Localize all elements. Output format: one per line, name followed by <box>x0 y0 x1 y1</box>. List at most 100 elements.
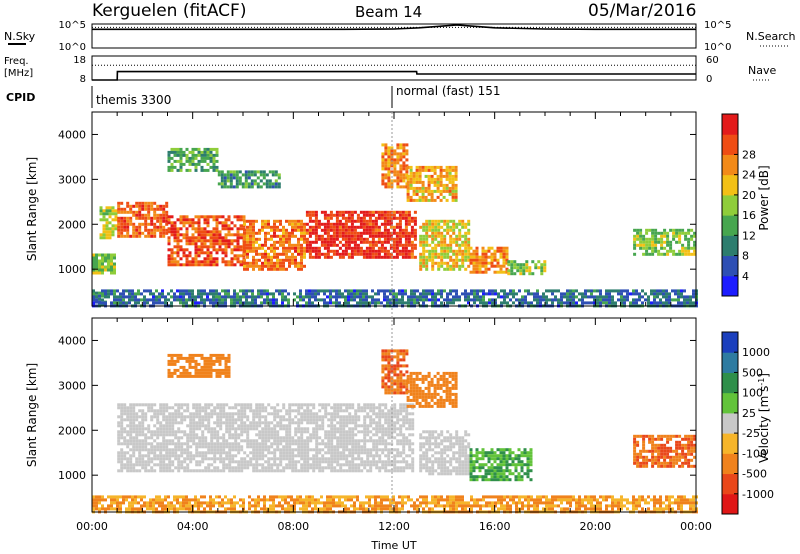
heatmap-cell <box>191 289 194 293</box>
heatmap-cell <box>260 301 263 305</box>
heatmap-cell <box>312 430 316 434</box>
heatmap-cell <box>185 236 189 240</box>
heatmap-cell <box>490 246 494 250</box>
heatmap-cell <box>288 427 292 431</box>
heatmap-cell <box>273 463 277 467</box>
heatmap-cell <box>273 412 277 416</box>
heatmap-cell <box>581 295 584 299</box>
heatmap-cell <box>291 231 294 235</box>
heatmap-cell <box>387 427 391 431</box>
heatmap-cell <box>183 418 187 422</box>
heatmap-cell <box>366 406 370 410</box>
heatmap-cell <box>294 255 297 259</box>
heatmap-cell <box>458 252 462 256</box>
heatmap-cell <box>138 225 142 229</box>
heatmap-cell <box>122 289 125 293</box>
heatmap-cell <box>431 231 435 235</box>
heatmap-cell <box>194 230 198 234</box>
heatmap-cell <box>354 451 358 455</box>
heatmap-cell <box>123 207 127 211</box>
heatmap-cell <box>360 430 364 434</box>
heatmap-cell <box>219 427 223 431</box>
heatmap-cell <box>182 221 186 225</box>
heatmap-cell <box>431 289 434 293</box>
heatmap-cell <box>102 224 106 228</box>
heatmap-cell <box>173 257 177 261</box>
heatmap-cell <box>213 427 217 431</box>
heatmap-cell <box>327 436 331 440</box>
heatmap-cell <box>249 421 253 425</box>
heatmap-cell <box>215 227 219 231</box>
heatmap-cell <box>252 219 255 223</box>
heatmap-cell <box>135 415 139 419</box>
date-title: 05/Mar/2016 <box>588 1 696 21</box>
heatmap-cell <box>185 221 189 225</box>
heatmap-cell <box>279 457 283 461</box>
heatmap-cell <box>165 231 169 235</box>
heatmap-cell <box>467 243 471 247</box>
heatmap-cell <box>203 289 206 293</box>
heatmap-cell <box>452 231 456 235</box>
heatmap-cell <box>255 448 259 452</box>
heatmap-cell <box>105 227 109 231</box>
heatmap-cell <box>216 412 220 416</box>
heatmap-cell <box>396 173 400 177</box>
heatmap-cell <box>210 442 214 446</box>
heatmap-cell <box>288 457 292 461</box>
heatmap-cell <box>252 264 255 268</box>
heatmap-cell <box>188 168 192 172</box>
heatmap-cell <box>485 301 488 305</box>
heatmap-cell <box>402 149 406 153</box>
heatmap-cell <box>473 301 476 305</box>
heatmap-cell <box>336 463 340 467</box>
heatmap-cell <box>347 219 351 223</box>
heatmap-cell <box>261 219 264 223</box>
heatmap-cell <box>484 255 488 259</box>
heatmap-cell <box>249 427 253 431</box>
heatmap-cell <box>270 264 273 268</box>
heatmap-cell <box>390 430 394 434</box>
heatmap-cell <box>372 403 376 407</box>
heatmap-cell <box>138 442 142 446</box>
heatmap-cell <box>225 463 229 467</box>
heatmap-cell <box>399 170 403 174</box>
heatmap-cell <box>144 463 148 467</box>
heatmap-cell <box>410 225 414 229</box>
heatmap-cell <box>344 228 348 232</box>
heatmap-cell <box>273 433 277 437</box>
heatmap-cell <box>218 301 221 305</box>
heatmap-cell <box>276 412 280 416</box>
heatmap-cell <box>224 224 228 228</box>
heatmap-cell <box>101 303 104 307</box>
heatmap-cell <box>258 409 262 413</box>
heatmap-cell <box>387 185 391 189</box>
heatmap-cell <box>144 216 148 220</box>
heatmap-cell <box>347 228 351 232</box>
heatmap-cell <box>410 216 414 220</box>
heatmap-cell <box>303 225 306 229</box>
heatmap-cell <box>200 292 203 296</box>
heatmap-cell <box>263 301 266 305</box>
heatmap-cell <box>525 269 529 273</box>
heatmap-cell <box>402 433 406 437</box>
heatmap-cell <box>572 298 575 302</box>
heatmap-cell <box>221 295 224 299</box>
heatmap-cell <box>162 225 166 229</box>
heatmap-cell <box>212 257 216 261</box>
heatmap-cell <box>354 445 358 449</box>
heatmap-cell <box>372 427 376 431</box>
heatmap-cell <box>405 149 409 153</box>
heatmap-cell <box>192 427 196 431</box>
heatmap-cell <box>419 225 423 229</box>
heatmap-cell <box>141 201 145 205</box>
heatmap-cell <box>258 451 262 455</box>
heatmap-cell <box>455 298 458 302</box>
heatmap-cell <box>221 224 225 228</box>
heatmap-cell <box>276 457 280 461</box>
heatmap-cell <box>363 427 367 431</box>
heatmap-cell <box>314 225 318 229</box>
heatmap-cell <box>314 240 318 244</box>
heatmap-cell <box>467 228 471 232</box>
heatmap-cell <box>371 295 374 299</box>
heatmap-cell <box>321 439 325 443</box>
